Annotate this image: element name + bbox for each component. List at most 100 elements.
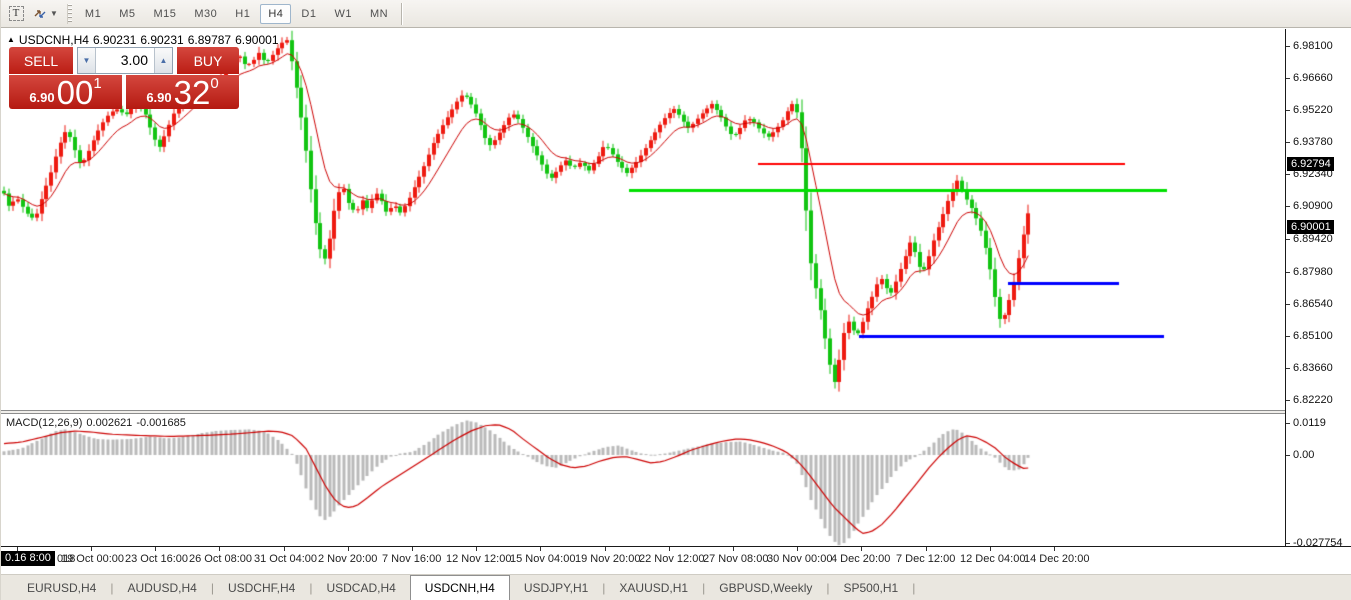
time-axis-tick — [412, 547, 413, 551]
time-axis-tick — [540, 547, 541, 551]
time-axis-tick — [990, 547, 991, 551]
time-axis-label: 19 Oct 00:00 — [61, 553, 124, 565]
tab-separator: | — [602, 581, 606, 595]
price-axis-label: 6.90900 — [1293, 200, 1333, 212]
chart-title: ▲ USDCNH,H4 6.90231 6.90231 6.89787 6.90001 — [7, 33, 283, 47]
buy-price-display[interactable]: 6.90 32 0 — [126, 75, 239, 109]
time-axis-label: 27 Nov 08:00 — [703, 553, 769, 565]
price-axis-label: 6.83660 — [1293, 362, 1333, 374]
text-tool-icon: T — [8, 6, 24, 21]
chart-tab-USDCNH-H4[interactable]: USDCNH,H4 — [409, 575, 510, 600]
arrow-objects-icon — [34, 9, 46, 18]
price-axis-tick — [1286, 78, 1290, 79]
ohlc-close: 6.90001 — [235, 33, 279, 47]
price-axis-tick — [1286, 304, 1290, 305]
tab-separator: | — [210, 581, 214, 595]
timeframe-button-H1[interactable]: H1 — [235, 7, 251, 20]
price-axis-tick — [1286, 336, 1290, 337]
price-axis-label: 6.89420 — [1293, 233, 1333, 245]
price-axis-label: 6.98100 — [1293, 40, 1333, 52]
tab-separator: | — [826, 581, 830, 595]
time-axis-label: 7 Nov 16:00 — [382, 553, 442, 565]
timeframe-button-M1[interactable]: M1 — [84, 7, 102, 20]
time-axis[interactable]: 0.16 8:00 018 19 Oct 00:00 23 Oct 16:00 26… — [1, 546, 1351, 574]
timeframe-button-M5[interactable]: M5 — [119, 7, 136, 20]
price-axis-tick — [1286, 368, 1290, 369]
time-axis-tick — [155, 547, 156, 551]
time-axis-tick — [17, 547, 18, 551]
time-axis-label: 19 Nov 20:00 — [575, 553, 641, 565]
timeframe-toolbar: M1 M5 M15 M30 H1 H4 D1 W1 MN — [76, 0, 397, 28]
text-tool-button[interactable]: T — [4, 3, 28, 25]
macd-axis-tick — [1286, 455, 1290, 456]
price-axis-tick — [1286, 272, 1290, 273]
price-axis[interactable]: 6.98100 6.96660 6.95220 6.93780 6.92340 6.909… — [1285, 29, 1351, 549]
timeframe-button-MN[interactable]: MN — [369, 7, 389, 20]
price-axis-tick — [1286, 110, 1290, 111]
ohlc-high: 6.90231 — [140, 33, 184, 47]
timeframe-button-M30[interactable]: M30 — [194, 7, 218, 20]
timeframe-button-H4[interactable]: H4 — [260, 3, 292, 24]
volume-increase-button[interactable]: ▲ — [154, 48, 172, 73]
chart-tab-USDCHF-H4[interactable]: USDCHF,H4 — [227, 581, 296, 595]
sell-button[interactable]: SELL — [9, 47, 73, 74]
timeframe-button-W1[interactable]: W1 — [334, 7, 352, 20]
buy-price-pips: 32 — [173, 74, 211, 111]
chart-tab-USDCAD-H4[interactable]: USDCAD,H4 — [326, 581, 396, 595]
time-label-partial: 018 — [57, 553, 76, 565]
price-axis-label: 6.96660 — [1293, 72, 1333, 84]
top-toolbar: T ▼ M1 M5 M15 M30 H1 H4 D1 W1 MN — [1, 0, 1351, 28]
time-axis-label: 26 Oct 08:00 — [189, 553, 252, 565]
price-axis-tick — [1286, 174, 1290, 175]
macd-indicator-canvas[interactable] — [1, 414, 1285, 546]
price-axis-tick — [1286, 400, 1290, 401]
time-axis-tick — [348, 547, 349, 551]
chart-tab-AUDUSD-H4[interactable]: AUDUSD,H4 — [127, 581, 197, 595]
time-axis-tick — [669, 547, 670, 551]
price-axis-label: 6.93780 — [1293, 136, 1333, 148]
time-axis-tick — [476, 547, 477, 551]
panel-splitter[interactable] — [1, 410, 1351, 414]
volume-spinner: ▼ 3.00 ▲ — [77, 47, 173, 74]
time-axis-label: 23 Oct 16:00 — [125, 553, 188, 565]
time-axis-tick — [926, 547, 927, 551]
tab-separator: | — [110, 581, 114, 595]
macd-name: MACD(12,26,9) — [6, 417, 83, 429]
chart-tab-USDJPY-H1[interactable]: USDJPY,H1 — [523, 581, 589, 595]
volume-input[interactable]: 3.00 — [120, 52, 148, 68]
buy-button[interactable]: BUY — [177, 47, 239, 74]
chart-tab-XAUUSD-H1[interactable]: XAUUSD,H1 — [619, 581, 689, 595]
time-axis-tick — [284, 547, 285, 551]
tab-separator: | — [912, 581, 916, 595]
time-axis-label: 7 Dec 12:00 — [896, 553, 956, 565]
chart-tab-EURUSD-H4[interactable]: EURUSD,H4 — [27, 581, 97, 595]
chart-tabs-bar: EURUSD,H4 | AUDUSD,H4 | USDCHF,H4 | USDCAD,H4 U… — [1, 574, 1351, 600]
objects-dropdown-button[interactable]: ▼ — [31, 3, 59, 25]
macd-main-value: 0.002621 — [86, 417, 133, 429]
time-axis-label: 14 Dec 20:00 — [1024, 553, 1090, 565]
time-axis-label: 12 Nov 12:00 — [446, 553, 512, 565]
macd-signal-value: -0.001685 — [136, 417, 186, 429]
time-axis-label: 12 Dec 04:00 — [960, 553, 1026, 565]
ohlc-open: 6.90231 — [92, 33, 137, 47]
one-click-trading-panel: SELL ▼ 3.00 ▲ BUY 6.90 00 1 6.90 32 0 — [9, 47, 239, 109]
time-axis-label: 30 Nov 00:00 — [767, 553, 833, 565]
chart-tab-SP500-H1[interactable]: SP500,H1 — [843, 581, 899, 595]
macd-axis-label: 0.00 — [1293, 449, 1315, 461]
price-axis-label: 6.92340 — [1293, 168, 1333, 180]
collapse-triangle-icon[interactable]: ▲ — [7, 35, 15, 44]
sell-price-display[interactable]: 6.90 00 1 — [9, 75, 122, 109]
time-axis-label: 15 Nov 04:00 — [510, 553, 576, 565]
time-axis-label: 2 Nov 20:00 — [318, 553, 378, 565]
timeframe-button-M15[interactable]: M15 — [153, 7, 177, 20]
sell-price-point: 1 — [93, 75, 102, 92]
buy-price-main: 6.90 — [146, 90, 172, 105]
price-axis-label: 6.86540 — [1293, 298, 1333, 310]
chart-tab-GBPUSD-Weekly[interactable]: GBPUSD,Weekly — [719, 581, 813, 595]
volume-decrease-button[interactable]: ▼ — [78, 48, 96, 73]
toolbar-grip[interactable] — [66, 3, 72, 24]
timeframe-button-D1[interactable]: D1 — [301, 7, 317, 20]
macd-axis-tick — [1286, 423, 1290, 424]
time-axis-tick — [1054, 547, 1055, 551]
sell-price-pips: 00 — [56, 74, 94, 111]
